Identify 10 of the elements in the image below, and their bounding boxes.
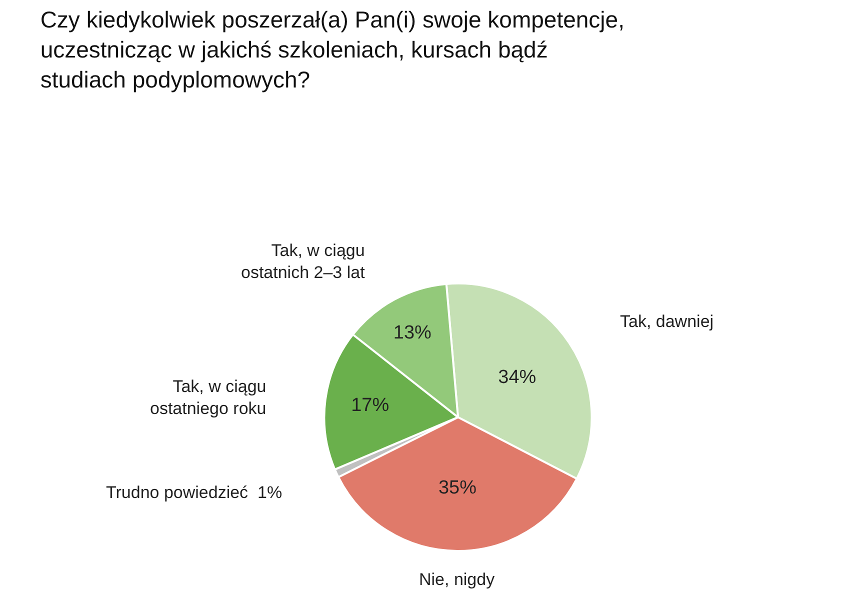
slice-label: Tak, w ciągu ostatnich 2–3 lat [241,241,366,282]
data-label: 34% [498,367,536,388]
slice-label: Tak, w ciągu ostatniego roku [150,377,266,418]
data-label: 13% [393,322,432,344]
data-label: 35% [438,477,477,498]
data-label: 17% [351,394,390,416]
chart-title: Czy kiedykolwiek poszerzał(a) Pan(i) swoje kompetencje, uczestnicząc w jakichś szkoleniach, kursach bądź studiach podyplomowych? [40,6,624,92]
slice-label: Nie, nigdy [419,570,496,589]
slice-label: Tak, dawniej [620,312,714,331]
slice-label: Trudno powiedzieć 1% [106,483,282,502]
